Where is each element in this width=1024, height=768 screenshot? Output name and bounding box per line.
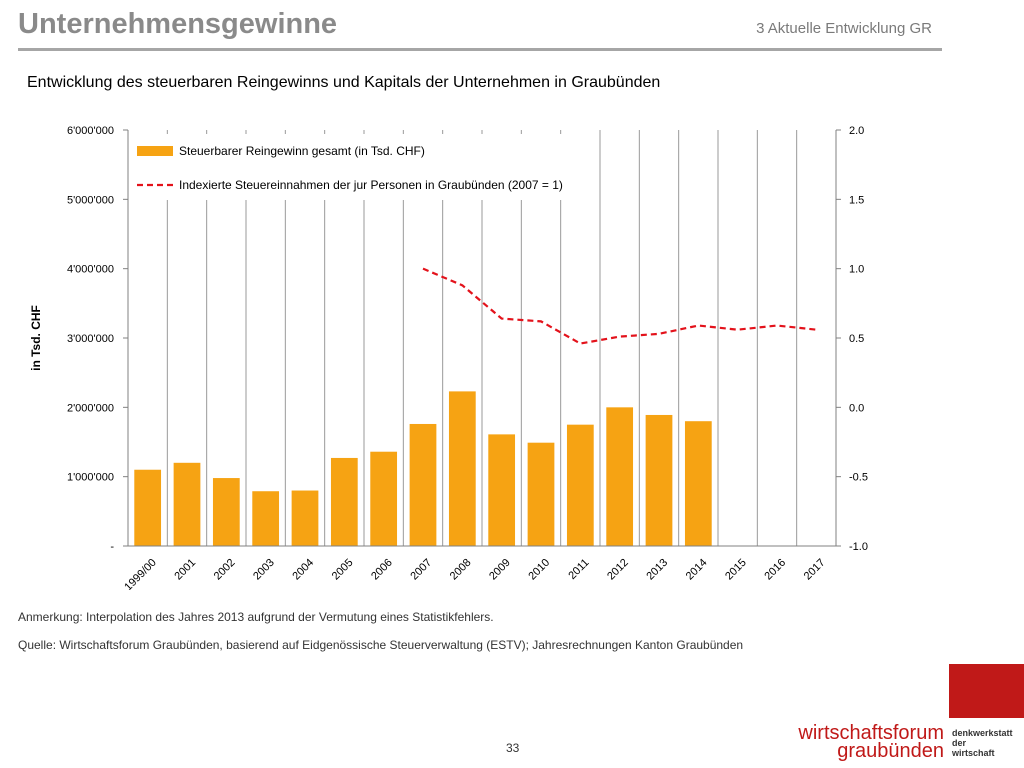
y-tick-label-left: 3'000'000 <box>67 333 114 345</box>
y-tick-label-left: 4'000'000 <box>67 264 114 276</box>
bar <box>134 469 162 546</box>
legend: Steuerbarer Reingewinn gesamt (in Tsd. C… <box>130 134 592 200</box>
x-tick-label: 2010 <box>526 557 552 583</box>
bar <box>606 407 634 546</box>
bar <box>409 423 437 546</box>
page-number: 33 <box>506 741 520 755</box>
y-tick-label-right: 1.5 <box>849 194 864 206</box>
y-tick-label-left: 2'000'000 <box>67 402 114 414</box>
legend-label-bar: Steuerbarer Reingewinn gesamt (in Tsd. C… <box>179 144 425 158</box>
x-tick-label: 2016 <box>762 557 788 583</box>
bar <box>252 491 280 546</box>
brand-block <box>949 664 1024 718</box>
x-tick-label: 2014 <box>684 557 710 583</box>
y-tick-label-left: 6'000'000 <box>67 125 114 137</box>
chart-note: Anmerkung: Interpolation des Jahres 2013… <box>18 610 494 624</box>
x-tick-label: 2001 <box>172 557 198 583</box>
x-tick-label: 2017 <box>802 557 828 583</box>
x-tick-label: 2011 <box>566 557 591 582</box>
y-tick-label-right: 2.0 <box>849 125 864 137</box>
bar <box>566 424 594 546</box>
series-line <box>422 267 817 345</box>
x-tick-label: 1999/00 <box>122 557 159 590</box>
bar <box>448 391 476 546</box>
y-axis-title: in Tsd. CHF <box>29 305 43 371</box>
legend-swatch-bar <box>137 146 173 156</box>
y-tick-label-left: 5'000'000 <box>67 194 114 206</box>
bar <box>370 451 398 546</box>
header-divider <box>18 48 942 51</box>
x-tick-label: 2013 <box>644 557 670 583</box>
x-tick-label: 2003 <box>251 557 277 583</box>
logo-line-1: wirtschaftsforum <box>798 722 944 744</box>
logo-tagline-2: der <box>952 738 967 748</box>
bar <box>173 462 201 546</box>
bar <box>684 421 712 546</box>
logo-line-2: graubünden <box>837 740 944 762</box>
y-tick-label-left: 1'000'000 <box>67 472 114 484</box>
section-label: 3 Aktuelle Entwicklung GR <box>756 20 932 37</box>
x-tick-label: 2004 <box>290 557 316 583</box>
legend-box <box>130 134 592 200</box>
bar <box>330 457 358 546</box>
chart-source: Quelle: Wirtschaftsforum Graubünden, bas… <box>18 638 744 652</box>
page-title: Unternehmensgewinne <box>18 8 338 40</box>
chart: - 1'000'000 2'000'000 3'000'000 4'000'000 5'0… <box>29 125 868 590</box>
y-tick-label-left: - <box>110 541 114 553</box>
logo-tagline-1: denkwerkstatt <box>952 728 1013 738</box>
bar <box>488 434 516 546</box>
bar <box>645 414 673 546</box>
logo-wordmark: wirtschaftsforum graubünden <box>798 722 944 762</box>
bar <box>291 490 319 546</box>
y-tick-label-right: 1.0 <box>849 264 864 276</box>
x-tick-label: 2009 <box>487 557 513 583</box>
x-tick-label: 2008 <box>448 557 474 583</box>
y-tick-label-right: -1.0 <box>849 541 868 553</box>
x-tick-label: 2006 <box>369 557 395 583</box>
chart-title: Entwicklung des steuerbaren Reingewinns … <box>27 74 661 91</box>
x-tick-label: 2002 <box>212 557 238 583</box>
line-series <box>422 267 817 345</box>
legend-label-line: Indexierte Steuereinnahmen der jur Perso… <box>179 178 563 192</box>
logo-tagline: denkwerkstatt der wirtschaft <box>952 728 1013 758</box>
y-tick-label-right: 0.5 <box>849 333 864 345</box>
x-tick-label: 2005 <box>330 557 356 583</box>
bar-series <box>134 391 712 546</box>
x-tick-label: 2015 <box>723 557 749 583</box>
bar <box>212 478 240 546</box>
y-tick-label-right: -0.5 <box>849 472 868 484</box>
bar <box>527 442 555 546</box>
logo-tagline-3: wirtschaft <box>952 748 995 758</box>
x-tick-label: 2007 <box>408 557 434 583</box>
x-tick-label: 2012 <box>605 557 631 583</box>
y-tick-label-right: 0.0 <box>849 402 864 414</box>
